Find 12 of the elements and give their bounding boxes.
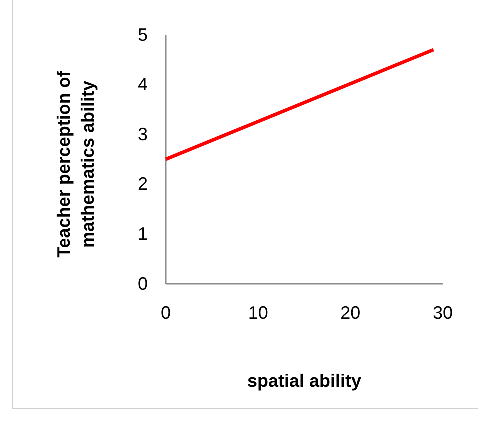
x-tick-label: 20 bbox=[340, 302, 361, 323]
x-axis-title: spatial ability bbox=[247, 371, 362, 391]
x-tick-label: 10 bbox=[248, 302, 268, 323]
x-tick-label: 0 bbox=[160, 302, 172, 323]
x-tick-label: 30 bbox=[432, 302, 454, 323]
y-tick-label: 1 bbox=[138, 224, 148, 244]
y-tick-label: 5 bbox=[138, 24, 148, 45]
y-axis-title: Teacher perception of mathematics ability bbox=[54, 70, 98, 258]
y-tick-label: 0 bbox=[138, 274, 148, 294]
y-tick-label: 3 bbox=[138, 124, 148, 144]
y-tick-label: 2 bbox=[138, 174, 148, 194]
y-tick-label: 4 bbox=[138, 74, 148, 95]
